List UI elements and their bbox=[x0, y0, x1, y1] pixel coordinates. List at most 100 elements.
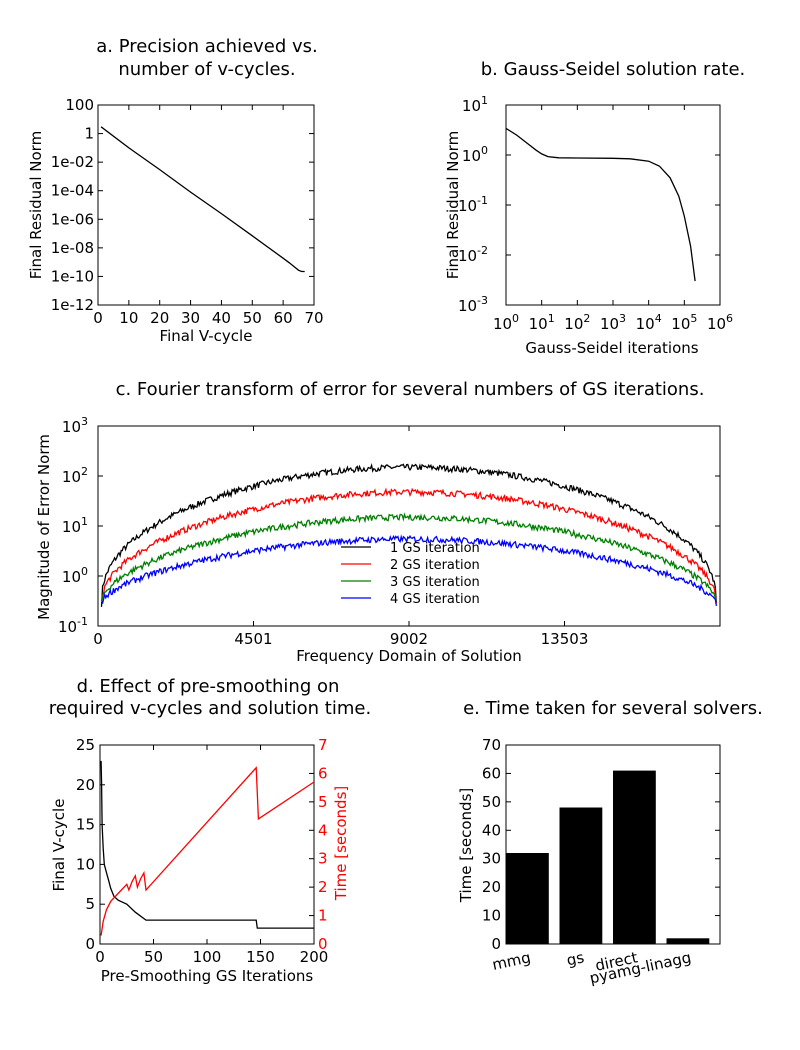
panel-c-series-line bbox=[100, 463, 718, 607]
panel-d-y-tick-label: 0 bbox=[85, 935, 95, 953]
panel-a-x-tick-label: 30 bbox=[181, 309, 200, 327]
panel-e-y-tick-label: 20 bbox=[482, 878, 501, 896]
panel-d-y-right-tick-label: 7 bbox=[318, 736, 328, 754]
panel-c-series-line bbox=[100, 512, 718, 603]
panel-a-title-line2: number of v-cycles. bbox=[118, 59, 295, 80]
panel-e-ylabel: Time [seconds] bbox=[457, 788, 475, 904]
panel-d: d. Effect of pre-smoothing on required v… bbox=[49, 676, 371, 985]
panel-a-y-tick-label: 1e-12 bbox=[51, 296, 94, 314]
panel-a-y-tick-label: 1e-08 bbox=[51, 239, 94, 257]
panel-d-x-tick-label: 150 bbox=[246, 948, 275, 966]
panel-c-legend-label: 4 GS iteration bbox=[390, 592, 480, 607]
panel-b-y-tick-label: 10-2 bbox=[458, 244, 488, 265]
panel-b-ylabel: Final Residual Norm bbox=[444, 131, 462, 279]
panel-b-x-tick-label: 100 bbox=[493, 312, 519, 333]
panel-c-y-tick-label: 100 bbox=[62, 565, 88, 586]
panel-e-y-tick-label: 30 bbox=[482, 850, 501, 868]
panel-b-y-tick-label: 10-1 bbox=[458, 194, 488, 215]
panel-c-y-tick-label: 10-1 bbox=[58, 615, 88, 636]
panel-a-series-line bbox=[100, 126, 305, 273]
panel-a-y-tick-label: 1 bbox=[84, 125, 94, 143]
panel-e-frame bbox=[505, 744, 721, 945]
panel-a-ylabel: Final Residual Norm bbox=[27, 131, 45, 279]
panel-d-y-tick-label: 20 bbox=[76, 776, 95, 794]
panel-a-y-tick-label: 1e-06 bbox=[51, 210, 94, 228]
panel-d-title-line2: required v-cycles and solution time. bbox=[49, 698, 371, 719]
panel-c-xlabel: Frequency Domain of Solution bbox=[296, 647, 522, 665]
panel-b: b. Gauss-Seidel solution rate. 100 101 102… bbox=[444, 59, 745, 357]
panel-c-x-tick-label: 9002 bbox=[390, 630, 428, 648]
panel-c-legend: 1 GS iteration 2 GS iteration 3 GS iterati… bbox=[341, 541, 480, 607]
panel-c: c. Fourier transform of error for severa… bbox=[35, 379, 721, 665]
panel-c-y-tick-label: 101 bbox=[62, 515, 88, 536]
panel-e-y-tick-label: 70 bbox=[482, 736, 501, 754]
panel-e-bar bbox=[559, 807, 603, 944]
panel-e-y-tick-label: 40 bbox=[482, 821, 501, 839]
panel-b-title: b. Gauss-Seidel solution rate. bbox=[481, 59, 746, 80]
panel-c-series-line bbox=[100, 487, 718, 604]
panel-b-y-tick-label: 10-3 bbox=[458, 294, 488, 315]
panel-c-series-line bbox=[101, 534, 718, 607]
panel-b-x-tick-label: 101 bbox=[529, 312, 555, 333]
panel-d-title-line1: d. Effect of pre-smoothing on bbox=[77, 676, 340, 697]
panel-a: a. Precision achieved vs. number of v-cy… bbox=[27, 36, 324, 345]
panel-c-title: c. Fourier transform of error for severa… bbox=[116, 379, 705, 400]
panel-a-x-tick-label: 10 bbox=[119, 309, 138, 327]
panel-b-x-tick-label: 104 bbox=[636, 312, 662, 333]
panel-d-y-right-tick-label: 1 bbox=[318, 907, 328, 925]
panel-a-x-tick-label: 50 bbox=[243, 309, 262, 327]
panel-d-y-right-tick-label: 4 bbox=[318, 821, 328, 839]
panel-a-y-tick-label: 1e-02 bbox=[51, 153, 94, 171]
panel-b-x-tick-label: 105 bbox=[671, 312, 697, 333]
panel-a-y-tick-label: 1e-04 bbox=[51, 182, 94, 200]
panel-a-x-tick-label: 20 bbox=[150, 309, 169, 327]
panel-d-y-right-tick-label: 6 bbox=[318, 764, 328, 782]
panel-d-frame bbox=[99, 744, 315, 945]
panel-d-y-tick-label: 10 bbox=[76, 855, 95, 873]
panel-d-ylabel: Final V-cycle bbox=[50, 799, 68, 892]
panel-d-x-tick-label: 50 bbox=[144, 948, 163, 966]
panel-b-y-tick-label: 100 bbox=[462, 144, 488, 165]
panel-e-y-tick-label: 60 bbox=[482, 764, 501, 782]
panel-a-x-tick-label: 0 bbox=[93, 309, 103, 327]
panel-c-legend-label: 3 GS iteration bbox=[390, 575, 480, 590]
panel-a-y-tick-label: 100 bbox=[65, 96, 94, 114]
panel-d-y-tick-label: 25 bbox=[76, 736, 95, 754]
panel-a-x-tick-label: 40 bbox=[212, 309, 231, 327]
panel-c-plot-area: 0 4501 9002 13503 103 102 101 100 10-1 1 GS itera… bbox=[58, 415, 721, 648]
panel-d-series-line bbox=[100, 760, 314, 929]
panel-a-xlabel: Final V-cycle bbox=[160, 327, 253, 345]
panel-d-x-tick-label: 100 bbox=[193, 948, 222, 966]
panel-b-x-tick-label: 103 bbox=[600, 312, 626, 333]
panel-d-xlabel: Pre-Smoothing GS Iterations bbox=[101, 967, 314, 985]
panel-c-ylabel: Magnitude of Error Norm bbox=[35, 434, 53, 620]
panel-c-x-tick-label: 4501 bbox=[234, 630, 272, 648]
panel-a-x-tick-label: 70 bbox=[304, 309, 323, 327]
panel-d-y-right-tick-label: 5 bbox=[318, 793, 328, 811]
panel-d-series-line bbox=[100, 766, 315, 936]
panel-b-x-tick-label: 106 bbox=[707, 312, 733, 333]
panel-c-x-tick-label: 0 bbox=[93, 630, 103, 648]
panel-c-x-tick-label: 13503 bbox=[541, 630, 589, 648]
panel-b-x-tick-label: 102 bbox=[564, 312, 590, 333]
panel-a-title-line1: a. Precision achieved vs. bbox=[96, 36, 318, 57]
panel-e-y-tick-label: 10 bbox=[482, 907, 501, 925]
panel-d-ylabel-right: Time [seconds] bbox=[332, 786, 350, 902]
panel-d-y-right-tick-label: 0 bbox=[318, 935, 328, 953]
panel-a-x-tick-label: 60 bbox=[274, 309, 293, 327]
panel-e-bar bbox=[666, 938, 710, 944]
panel-e-y-tick-label: 0 bbox=[491, 935, 501, 953]
panel-d-y-right-tick-label: 2 bbox=[318, 878, 328, 896]
panel-d-x-tick-label: 200 bbox=[300, 948, 329, 966]
panel-b-xlabel: Gauss-Seidel iterations bbox=[525, 339, 698, 357]
panel-c-legend-label: 2 GS iteration bbox=[390, 558, 480, 573]
panel-d-y-tick-label: 5 bbox=[85, 895, 95, 913]
panel-d-y-tick-label: 15 bbox=[76, 816, 95, 834]
panel-b-frame bbox=[505, 104, 721, 306]
panel-b-plot-area: 100 101 102 103 104 105 106 101 100 10-1 10-2 10-3 bbox=[458, 94, 733, 333]
panel-e-bar bbox=[506, 853, 549, 944]
panel-a-plot-area: 0 10 20 30 40 50 60 70 100 1 1e-02 1e-04 1e-06 1e-08 1… bbox=[51, 96, 324, 327]
